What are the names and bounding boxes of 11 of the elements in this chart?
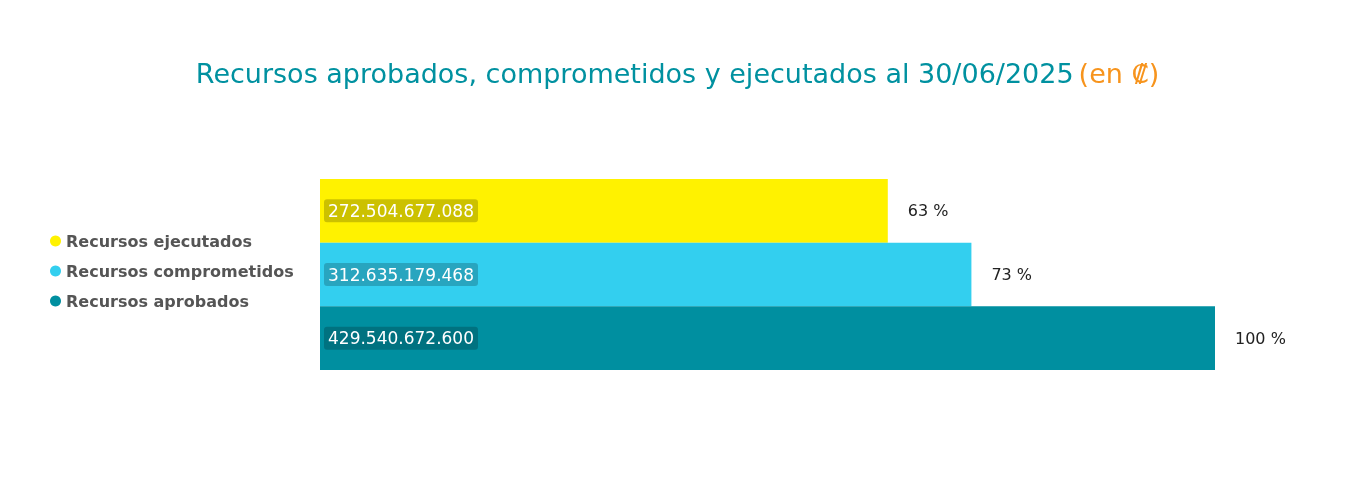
- legend-label: Recursos aprobados: [66, 291, 249, 311]
- data-label: 312.635.179.468: [328, 264, 475, 285]
- legend-label: Recursos comprometidos: [66, 261, 294, 281]
- annotation: 73 %: [991, 265, 1033, 284]
- annotation: 100 %: [1235, 328, 1286, 348]
- data-label: 429.540.672.600: [328, 328, 475, 349]
- annotation: 63 %: [907, 201, 949, 221]
- chart-title: Recursos aprobados, comprometidos y ejecutados al 30/06/2025: [195, 58, 1074, 89]
- chart-subtitle: (en ₡): [1078, 58, 1160, 89]
- legend-label: Recursos ejecutados: [66, 231, 253, 251]
- data-label: 272.504.677.088: [328, 200, 475, 221]
